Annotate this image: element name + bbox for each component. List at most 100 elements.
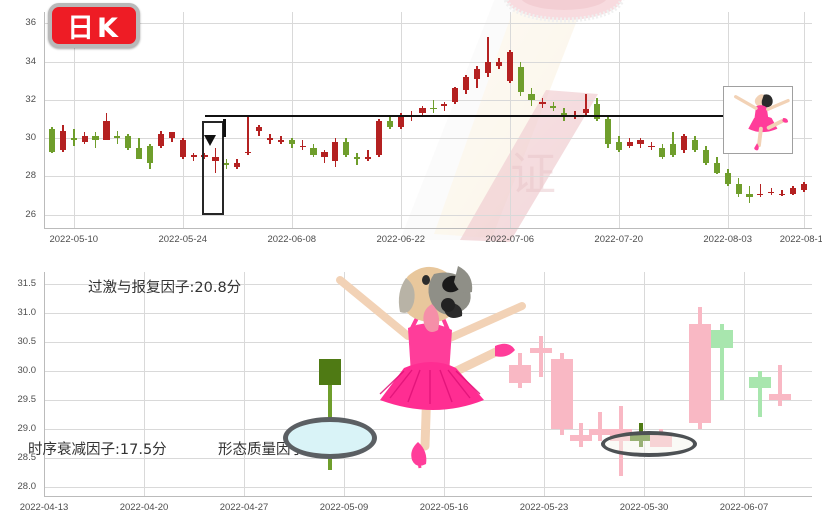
dog-ballerina-illustration [330, 260, 530, 488]
candle-wick [585, 94, 587, 117]
candle-body [790, 188, 796, 194]
candle-wick [95, 132, 97, 147]
candle-body [365, 157, 371, 159]
x-tick-label: 2022-05-09 [299, 502, 389, 513]
candle-body [746, 194, 752, 198]
x-tick-label: 2022-08-12 [759, 234, 822, 245]
y-tick-label: 28 [2, 170, 36, 181]
axis-line-left [44, 12, 45, 228]
candle-body [180, 140, 186, 157]
gridline-horizontal [44, 23, 812, 24]
candle-body [158, 134, 164, 145]
candle-body [71, 138, 77, 140]
x-tick-label: 2022-07-20 [574, 234, 664, 245]
candle-wick [598, 412, 601, 441]
axis-line-left [44, 272, 45, 496]
candle-body [60, 131, 66, 150]
candle-body [49, 129, 55, 152]
candle-body [387, 121, 393, 127]
candle-body [441, 104, 447, 106]
candle-body [136, 148, 142, 159]
candle-body [223, 163, 229, 165]
x-tick-label: 2022-06-07 [699, 502, 789, 513]
candle-wick [539, 336, 542, 377]
candle-body [689, 324, 711, 423]
candle-body [289, 140, 295, 144]
candle-body [749, 377, 771, 389]
candle-body [430, 108, 436, 110]
candle-body [736, 184, 742, 194]
candle-body [692, 140, 698, 150]
candle-body [267, 138, 273, 140]
gridline-vertical [144, 272, 145, 496]
x-tick-label: 2022-04-20 [99, 502, 189, 513]
candle-body [681, 136, 687, 149]
candle-body [627, 142, 633, 146]
gridline-vertical [510, 12, 511, 228]
axis-line-bottom [44, 496, 812, 497]
candle-body [637, 140, 643, 144]
x-tick-label: 2022-05-23 [499, 502, 589, 513]
x-tick-label: 2022-04-27 [199, 502, 289, 513]
k-period-badge[interactable]: 日K [48, 3, 140, 48]
candle-body [757, 194, 763, 196]
ballerina-thumbnail-box[interactable] [723, 86, 793, 154]
annotation-connector-vertical [223, 119, 226, 137]
y-tick-label: 34 [2, 56, 36, 67]
gridline-vertical [183, 12, 184, 228]
candle-body [518, 67, 524, 92]
candle-body [191, 155, 197, 157]
x-tick-label: 2022-07-06 [465, 234, 555, 245]
candle-body [256, 127, 262, 131]
gridline-horizontal [44, 62, 812, 63]
gridline-horizontal [44, 176, 812, 177]
candle-body [485, 62, 491, 73]
candle-body [528, 94, 534, 100]
candle-body [670, 144, 676, 155]
ballerina-icon [724, 87, 792, 153]
x-tick-label: 2022-05-24 [138, 234, 228, 245]
gridline-vertical [744, 272, 745, 496]
candle-body [147, 146, 153, 163]
candle-wick [247, 115, 249, 155]
candle-body [92, 136, 98, 140]
candle-body [768, 192, 774, 194]
candle-body [496, 62, 502, 66]
candle-body [419, 108, 425, 114]
factor-label-aggression: 过激与报复因子:20.8分 [88, 276, 241, 297]
candle-body [310, 148, 316, 156]
candle-body [452, 88, 458, 101]
candle-body [801, 184, 807, 190]
annotation-down-arrow-icon [204, 135, 216, 146]
candle-body [376, 121, 382, 155]
candle-body [570, 435, 592, 441]
x-tick-label: 2022-05-10 [29, 234, 119, 245]
gridline-vertical [619, 12, 620, 228]
gridline-vertical [804, 12, 805, 228]
x-tick-label: 2022-04-13 [0, 502, 89, 513]
candle-body [711, 330, 733, 347]
candle-body [779, 194, 785, 196]
candle-body [103, 121, 109, 140]
y-tick-label: 30.0 [0, 365, 36, 376]
y-tick-label: 30.5 [0, 336, 36, 347]
candle-body [114, 136, 120, 138]
axis-line-bottom [44, 228, 812, 229]
candle-body [714, 163, 720, 173]
candle-body [169, 132, 175, 138]
y-tick-label: 31.0 [0, 307, 36, 318]
candle-body [725, 173, 731, 184]
candle-body [354, 157, 360, 159]
candle-body [234, 163, 240, 167]
candle-body [321, 152, 327, 158]
gridline-horizontal [44, 100, 812, 101]
candle-body [474, 69, 480, 79]
candle-body [769, 394, 791, 400]
y-tick-label: 29.5 [0, 394, 36, 405]
candle-wick [367, 150, 369, 161]
highlight-ellipse-right [601, 431, 697, 457]
candle-body [125, 136, 131, 147]
candle-body [245, 152, 251, 154]
candle-body [648, 146, 654, 148]
svg-text:证: 证 [510, 147, 556, 201]
